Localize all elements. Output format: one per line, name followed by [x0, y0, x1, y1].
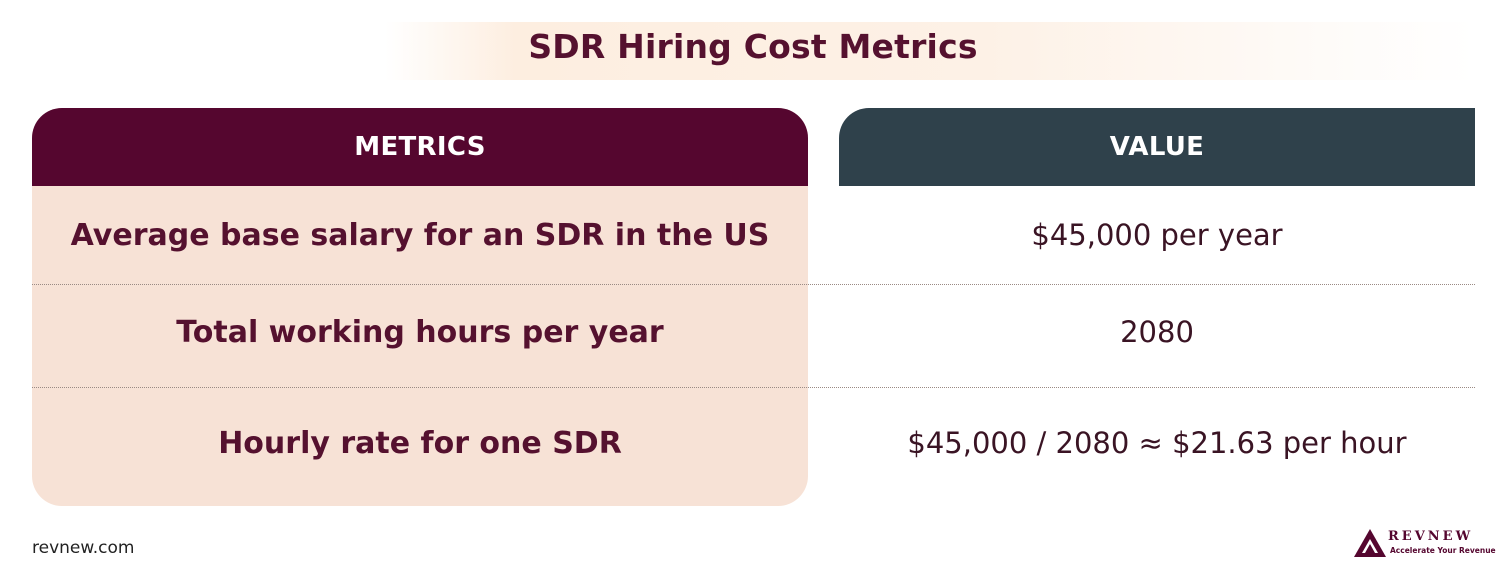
logo-tagline: Accelerate Your Revenue [1390, 546, 1496, 555]
metric-cell-hours: Total working hours per year [176, 314, 664, 350]
mountain-logo-icon [1354, 529, 1386, 557]
row-divider [32, 387, 1475, 388]
metric-cell-salary: Average base salary for an SDR in the US [70, 217, 770, 253]
title-highlight-band [385, 22, 1475, 80]
metric-cell-hourly-rate: Hourly rate for one SDR [218, 425, 622, 461]
value-cell-hours: 2080 [1120, 315, 1194, 349]
metrics-header: METRICS [32, 108, 808, 186]
metrics-column: METRICS [32, 108, 808, 506]
value-cell-salary: $45,000 per year [1031, 218, 1283, 252]
value-header: VALUE [839, 108, 1475, 186]
value-cell-hourly-rate: $45,000 / 2080 ≈ $21.63 per hour [907, 426, 1407, 460]
revnew-logo: REVNEW Accelerate Your Revenue [1352, 527, 1496, 559]
page-title: SDR Hiring Cost Metrics [528, 27, 978, 66]
row-divider [32, 284, 1475, 285]
logo-wordmark: REVNEW [1388, 529, 1474, 544]
footer-url[interactable]: revnew.com [32, 538, 135, 558]
